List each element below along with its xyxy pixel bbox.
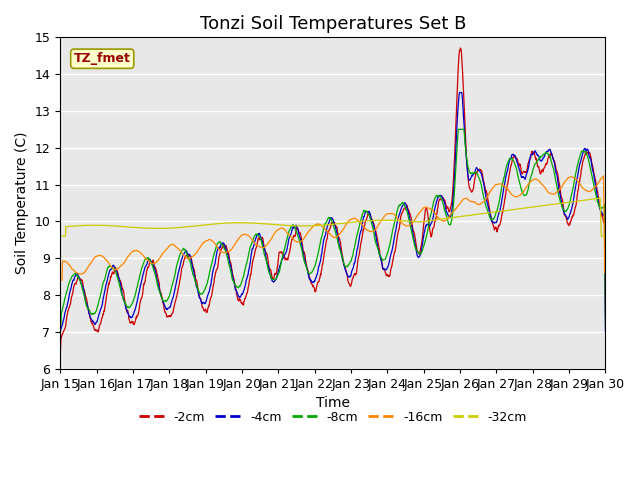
Y-axis label: Soil Temperature (C): Soil Temperature (C) xyxy=(15,132,29,274)
X-axis label: Time: Time xyxy=(316,396,350,410)
Legend: -2cm, -4cm, -8cm, -16cm, -32cm: -2cm, -4cm, -8cm, -16cm, -32cm xyxy=(134,406,532,429)
Text: TZ_fmet: TZ_fmet xyxy=(74,52,131,65)
Title: Tonzi Soil Temperatures Set B: Tonzi Soil Temperatures Set B xyxy=(200,15,466,33)
